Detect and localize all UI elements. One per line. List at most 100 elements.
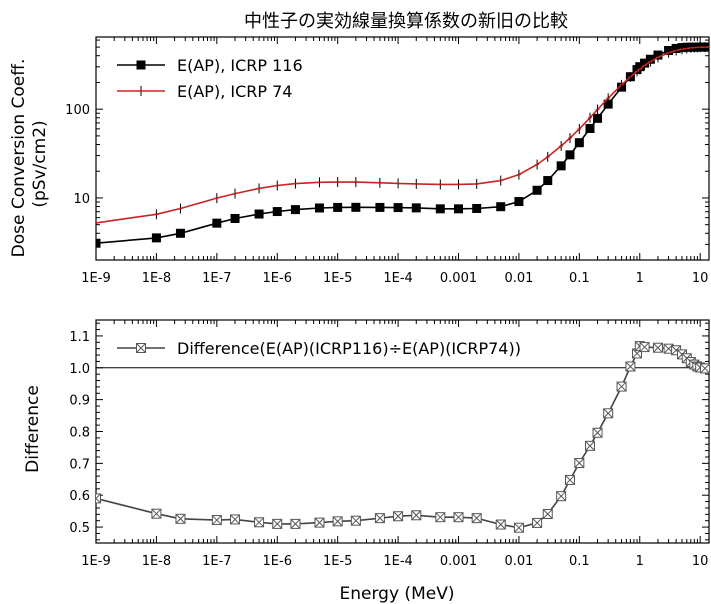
- data-point: [214, 193, 219, 204]
- marker-stroke: [514, 522, 524, 533]
- data-point: [634, 66, 639, 77]
- marker-stroke: [671, 345, 681, 356]
- data-point: [619, 79, 624, 90]
- data-point: [317, 177, 322, 188]
- y-tick-label: 0.5: [69, 521, 90, 536]
- data-point: [333, 202, 343, 212]
- data-point: [350, 515, 361, 526]
- legend-marker: [136, 343, 146, 353]
- marker-stroke: [411, 510, 422, 521]
- top-dose-plot: 1E-9 1E-8 1E-7 1E-6 1E-5 1E-4 0.001 0.01 0.1 1 10 1…: [65, 36, 710, 286]
- marker-stroke: [556, 491, 567, 502]
- data-point: [272, 518, 283, 529]
- x-tick-label: 0.01: [504, 554, 533, 569]
- data-point: [688, 42, 693, 53]
- x-tick-label: 1: [636, 554, 644, 569]
- x-tick-label: 10: [692, 554, 709, 569]
- data-point: [616, 381, 627, 392]
- data-point: [230, 514, 241, 525]
- data-point: [625, 361, 636, 372]
- marker-stroke: [453, 512, 464, 523]
- data-point: [272, 207, 282, 217]
- data-point: [175, 228, 185, 238]
- data-point: [574, 458, 585, 469]
- marker-stroke: [375, 513, 385, 524]
- legend-entry: E(AP), ICRP 74: [177, 82, 292, 101]
- legend-entry: Difference(E(AP)(ICRP116)÷E(AP)(ICRP74)): [177, 339, 521, 358]
- data-point: [674, 45, 679, 56]
- data-point: [642, 60, 647, 71]
- data-point: [254, 517, 265, 528]
- data-point: [374, 513, 385, 524]
- marker-stroke: [616, 381, 627, 392]
- x-tick-label: 1E-6: [263, 271, 292, 286]
- bottom-x-axis-title: Energy (MeV): [340, 584, 455, 604]
- data-point: [254, 209, 264, 219]
- data-point: [565, 150, 575, 160]
- data-layer: [96, 42, 709, 248]
- y-tick-label: 100: [65, 103, 90, 118]
- marker-stroke: [532, 518, 542, 528]
- data-point: [453, 512, 464, 523]
- data-point: [151, 508, 162, 519]
- data-point: [495, 519, 506, 530]
- data-point: [707, 42, 709, 53]
- plot-frame: [95, 36, 710, 261]
- marker-stroke: [495, 519, 506, 530]
- marker-stroke: [700, 363, 709, 374]
- data-point: [516, 169, 521, 180]
- x-tick-label: 1E-5: [323, 271, 352, 286]
- marker-stroke: [151, 508, 162, 519]
- data-point: [592, 427, 603, 438]
- marker-stroke: [254, 517, 264, 528]
- data-point: [587, 112, 592, 123]
- data-point: [96, 493, 101, 504]
- data-point: [351, 202, 361, 212]
- data-point: [684, 43, 689, 54]
- data-point: [212, 218, 222, 228]
- top-y-axis-unit: (pSv/cm2): [30, 120, 50, 207]
- data-point: [435, 512, 446, 523]
- data-layer: [96, 341, 709, 533]
- data-point: [532, 185, 542, 195]
- data-point: [655, 52, 660, 63]
- data-point: [393, 203, 403, 213]
- data-point: [603, 408, 614, 419]
- data-point: [545, 151, 550, 162]
- data-point: [332, 516, 343, 527]
- data-point: [639, 342, 650, 353]
- data-point: [652, 342, 663, 353]
- data-point: [574, 138, 584, 148]
- x-tick-label: 0.01: [504, 271, 533, 286]
- legend-marker: [139, 86, 143, 96]
- data-point: [275, 180, 280, 191]
- data-point: [542, 509, 553, 520]
- data-point: [96, 217, 98, 228]
- data-point: [514, 197, 524, 207]
- marker-stroke: [585, 440, 595, 451]
- bottom-difference-plot: 1E-9 1E-8 1E-7 1E-6 1E-5 1E-4 0.001 0.01 0.1 1 10 0…: [69, 319, 710, 569]
- data-point: [411, 203, 421, 213]
- legend-marker: [136, 60, 146, 70]
- data-point: [178, 203, 183, 214]
- chart-title: 中性子の実効線量換算係数の新旧の比較: [244, 11, 568, 32]
- series-line-0: [96, 46, 709, 244]
- x-tick-label: 1E-8: [142, 271, 171, 286]
- data-point: [377, 177, 382, 188]
- data-point: [559, 140, 564, 151]
- data-point: [556, 491, 567, 502]
- x-tick-label: 1E-5: [323, 554, 352, 569]
- y-tick-label: 1.0: [69, 362, 90, 377]
- data-point: [584, 440, 595, 451]
- data-point: [454, 204, 464, 214]
- y-tick-label: 10: [73, 192, 90, 207]
- marker-box: [96, 493, 101, 504]
- marker-stroke: [332, 516, 343, 527]
- marker-stroke: [314, 517, 325, 528]
- data-point: [314, 203, 324, 213]
- data-point: [211, 515, 222, 526]
- data-point: [353, 177, 358, 188]
- data-point: [585, 123, 595, 133]
- data-point: [471, 513, 482, 524]
